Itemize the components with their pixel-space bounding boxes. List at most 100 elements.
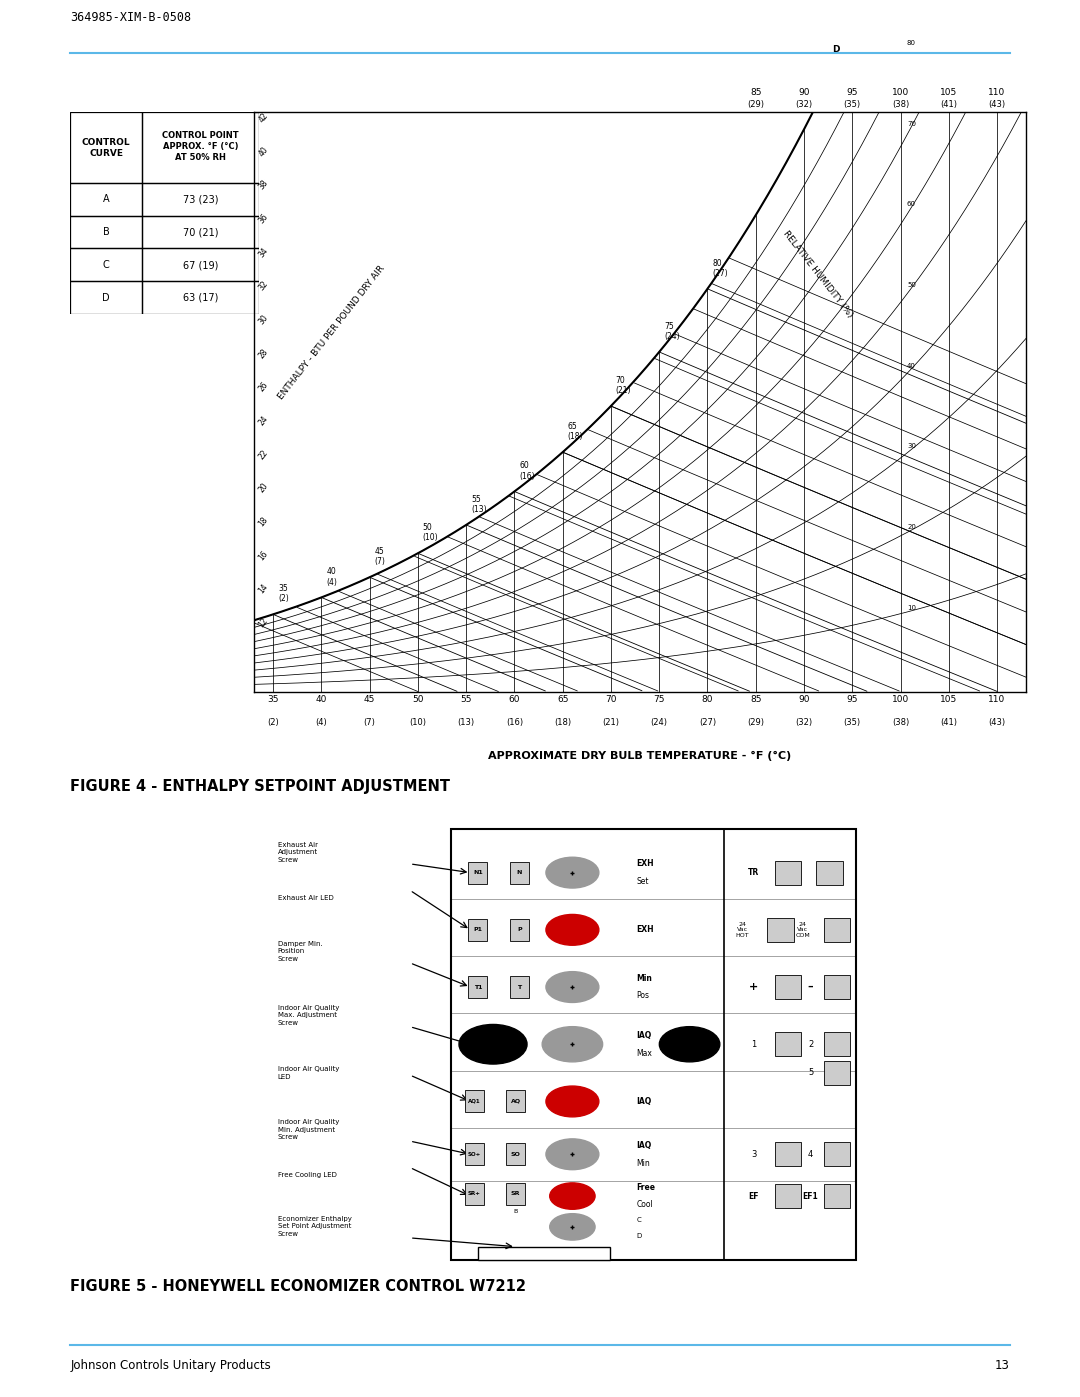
Text: EXH: EXH: [637, 925, 654, 935]
Text: Economizer Enthalpy
Set Point Adjustment
Screw: Economizer Enthalpy Set Point Adjustment…: [278, 1215, 351, 1236]
Bar: [774, 1185, 801, 1208]
Bar: [469, 977, 487, 997]
Bar: [70, 112, 143, 183]
Circle shape: [545, 858, 598, 888]
Bar: [464, 1183, 484, 1204]
Text: B: B: [103, 228, 109, 237]
Text: TR: TR: [748, 868, 759, 877]
Text: 30: 30: [257, 313, 270, 327]
Text: SO+: SO+: [468, 1151, 481, 1157]
Bar: [451, 828, 855, 1260]
Text: (2): (2): [267, 718, 279, 726]
Bar: [824, 1060, 850, 1085]
Text: 105: 105: [941, 88, 957, 98]
Circle shape: [545, 972, 598, 1003]
Text: P: P: [517, 928, 522, 932]
Bar: [143, 112, 259, 183]
Bar: [143, 249, 259, 281]
Text: 75: 75: [653, 696, 665, 704]
Text: +: +: [750, 982, 758, 992]
Bar: [70, 281, 143, 314]
Text: Johnson Controls Unitary Products: Johnson Controls Unitary Products: [70, 1359, 271, 1372]
Text: (41): (41): [941, 99, 957, 109]
Text: 1: 1: [752, 1039, 756, 1049]
Text: 110: 110: [988, 696, 1005, 704]
Text: 80: 80: [702, 696, 713, 704]
Text: 105: 105: [941, 696, 957, 704]
Text: 80: 80: [907, 41, 916, 46]
Text: (32): (32): [796, 718, 812, 726]
Circle shape: [542, 1027, 603, 1062]
Circle shape: [545, 915, 598, 946]
Text: T1: T1: [474, 985, 482, 989]
Bar: [824, 918, 850, 942]
Text: 24
Vac
HOT: 24 Vac HOT: [735, 922, 750, 937]
Circle shape: [550, 1214, 595, 1241]
Text: 95: 95: [847, 88, 858, 98]
Bar: [143, 215, 259, 249]
Text: ENTHALPY - BTU PER POUND DRY AIR: ENTHALPY - BTU PER POUND DRY AIR: [276, 264, 386, 401]
Text: 100: 100: [892, 88, 909, 98]
Text: (24): (24): [651, 718, 667, 726]
Text: 42: 42: [257, 110, 270, 124]
Bar: [767, 918, 794, 942]
Text: (21): (21): [603, 718, 620, 726]
Text: 20: 20: [907, 524, 916, 529]
Text: C: C: [103, 260, 109, 270]
Text: CONTROL
CURVE: CONTROL CURVE: [82, 138, 131, 158]
Text: IAQ: IAQ: [637, 1141, 652, 1150]
Bar: [70, 249, 143, 281]
Text: D: D: [833, 45, 840, 54]
Text: 50: 50: [907, 282, 916, 288]
Text: (27): (27): [699, 718, 716, 726]
Bar: [824, 1143, 850, 1166]
Text: (38): (38): [892, 718, 909, 726]
Bar: [774, 975, 801, 999]
Text: 70 (21): 70 (21): [183, 228, 218, 237]
Text: 50: 50: [413, 696, 423, 704]
Text: TR1: TR1: [781, 870, 795, 875]
Text: Free Cooling LED: Free Cooling LED: [278, 1172, 337, 1178]
Bar: [510, 977, 529, 997]
Text: 22: 22: [257, 448, 270, 461]
Text: 20: 20: [257, 482, 270, 495]
Text: Indoor Air Quality
Max. Adjustment
Screw: Indoor Air Quality Max. Adjustment Screw: [278, 1004, 339, 1025]
Text: 38: 38: [257, 179, 270, 191]
Text: (43): (43): [988, 718, 1005, 726]
Text: (29): (29): [747, 99, 765, 109]
Text: Min: Min: [637, 1158, 650, 1168]
Bar: [816, 861, 842, 884]
Text: 100: 100: [892, 696, 909, 704]
Text: FIGURE 5 - HONEYWELL ECONOMIZER CONTROL W7212: FIGURE 5 - HONEYWELL ECONOMIZER CONTROL …: [70, 1280, 526, 1294]
Text: SR+: SR+: [468, 1192, 481, 1196]
Text: EXH: EXH: [637, 859, 654, 869]
Text: 40: 40: [907, 363, 916, 369]
Text: APPROXIMATE DRY BULB TEMPERATURE - °F (°C): APPROXIMATE DRY BULB TEMPERATURE - °F (°…: [488, 750, 792, 761]
Text: N: N: [517, 870, 522, 875]
Bar: [143, 183, 259, 215]
Text: (4): (4): [315, 718, 327, 726]
Text: 40: 40: [315, 696, 327, 704]
Text: 55
(13): 55 (13): [471, 495, 487, 514]
Bar: [143, 281, 259, 314]
Text: 3: 3: [752, 1150, 756, 1158]
Bar: [70, 183, 143, 215]
Text: 73 (23): 73 (23): [183, 194, 218, 204]
Bar: [824, 1032, 850, 1056]
Bar: [774, 1143, 801, 1166]
Text: 30: 30: [907, 443, 916, 450]
Text: A: A: [103, 194, 109, 204]
Text: 110: 110: [988, 88, 1005, 98]
Text: CONTROL POINT
APPROX. °F (°C)
AT 50% RH: CONTROL POINT APPROX. °F (°C) AT 50% RH: [162, 130, 239, 162]
Text: 67 (19): 67 (19): [183, 260, 218, 270]
Bar: [469, 919, 487, 940]
Text: IAQ: IAQ: [637, 1097, 652, 1106]
Text: (41): (41): [941, 718, 957, 726]
Bar: [510, 919, 529, 940]
Circle shape: [545, 1139, 598, 1169]
Text: 364985-XIM-B-0508: 364985-XIM-B-0508: [70, 11, 191, 24]
Text: AQ: AQ: [511, 1099, 521, 1104]
Text: 63 (17): 63 (17): [183, 293, 218, 303]
Text: Min: Min: [637, 974, 652, 982]
Text: Damper Min.
Position
Screw: Damper Min. Position Screw: [278, 940, 322, 963]
